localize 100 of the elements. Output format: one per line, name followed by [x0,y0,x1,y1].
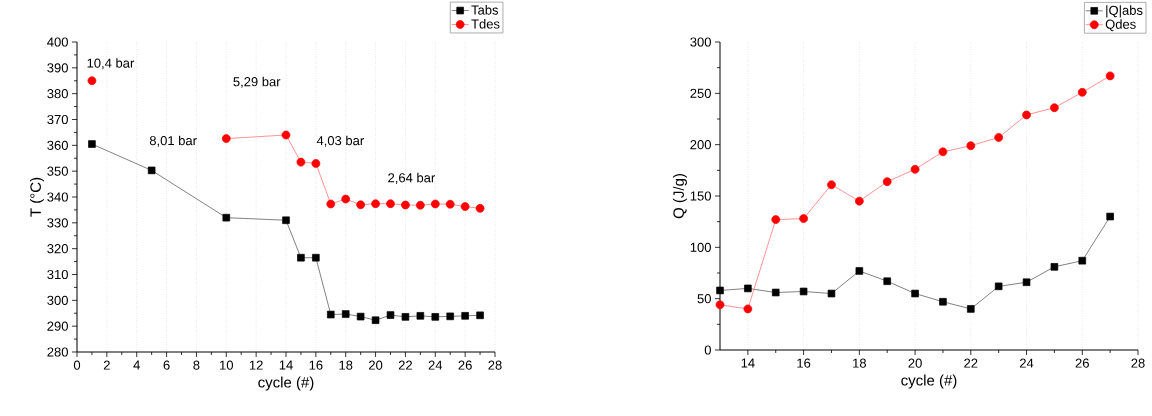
point [446,312,454,321]
x-tick-label: 22 [398,360,412,370]
point [326,199,336,209]
point [744,284,752,293]
point [221,134,231,143]
point [1106,212,1114,221]
y-tick-label: 280 [47,347,68,357]
x-axis-title: cycle (#) [258,376,314,391]
y-tick-label: 370 [47,114,68,125]
point [967,305,975,313]
legend-label: Qdes [1105,19,1136,32]
point [882,177,892,186]
point [341,194,351,204]
y-tick-label: 360 [47,140,68,150]
point [854,196,864,206]
y-tick-label: 320 [47,244,68,254]
x-tick-label: 6 [163,360,170,370]
y-tick-label: 300 [47,295,68,305]
y-tick-label: 330 [47,218,68,228]
x-tick-label: 22 [964,358,978,368]
annotation: 5,29 bar [233,76,281,88]
annotation: 8,01 bar [149,135,197,147]
y-tick-label: 380 [47,89,68,99]
annotation: 2,64 bar [388,172,436,184]
point [476,311,484,320]
y-tick-label: 200 [690,140,711,150]
point [431,313,440,321]
point [341,310,350,318]
point [1022,278,1031,286]
point [716,286,724,295]
point [460,202,470,211]
point [1050,103,1059,113]
y-tick-label: 250 [690,88,711,98]
point [743,304,753,314]
point [281,130,291,140]
point [327,310,335,319]
point [799,287,808,296]
x-tick-label: 20 [369,360,383,370]
point [827,289,836,298]
point [147,166,156,175]
x-tick-label: 2 [103,360,110,370]
x-tick-label: 14 [279,360,293,370]
point [386,199,395,209]
x-tick-label: 24 [428,360,443,370]
point [475,204,485,213]
point [855,267,864,275]
point [799,214,808,223]
annotation: 10,4 bar [87,58,135,70]
x-tick-label: 18 [853,358,866,368]
point [1105,71,1115,81]
point [771,288,780,297]
y-tick-label: 0 [704,345,711,355]
x-tick-label: 26 [458,360,472,370]
y-tick-label: 310 [47,269,68,280]
point [88,140,96,148]
x-tick-label: 18 [339,360,353,370]
point [222,213,231,222]
point [445,199,455,209]
point [883,277,891,285]
point [356,312,365,321]
point [401,200,410,210]
point [416,200,425,210]
y-tick-label: 340 [47,192,68,202]
y-tick-label: 290 [47,321,68,331]
annotation: 4,03 bar [316,135,364,147]
point [910,164,920,174]
x-tick-label: 28 [488,360,502,370]
legend-label: |Q|abs [1106,5,1143,18]
point [994,133,1004,142]
point [282,216,290,224]
legend-label: Tabs [471,5,499,15]
x-tick-label: 0 [73,360,81,370]
legend-label: Tdes [471,19,500,29]
point [827,180,836,190]
point [401,313,410,321]
x-tick-label: 16 [309,360,323,370]
x-tick-label: 26 [1075,358,1089,368]
x-tick-label: 24 [1019,358,1034,368]
point [1078,256,1087,265]
point [771,215,781,224]
y-tick-label: 400 [47,37,68,47]
x-tick-label: 14 [741,358,755,368]
point [430,199,440,209]
point [939,298,947,306]
point [938,147,948,157]
point [1050,263,1059,271]
point [911,289,919,298]
point [1077,87,1087,97]
point [87,76,97,86]
x-tick-label: 8 [193,360,200,370]
y-tick-label: 50 [697,294,711,304]
point [994,282,1003,291]
point [966,141,976,151]
x-tick-label: 12 [249,360,263,370]
point [371,316,380,324]
point [296,157,306,167]
x-tick-label: 20 [908,358,922,368]
point [715,300,725,310]
y-tick-label: 390 [47,63,68,73]
x-tick-label: 16 [797,358,811,368]
